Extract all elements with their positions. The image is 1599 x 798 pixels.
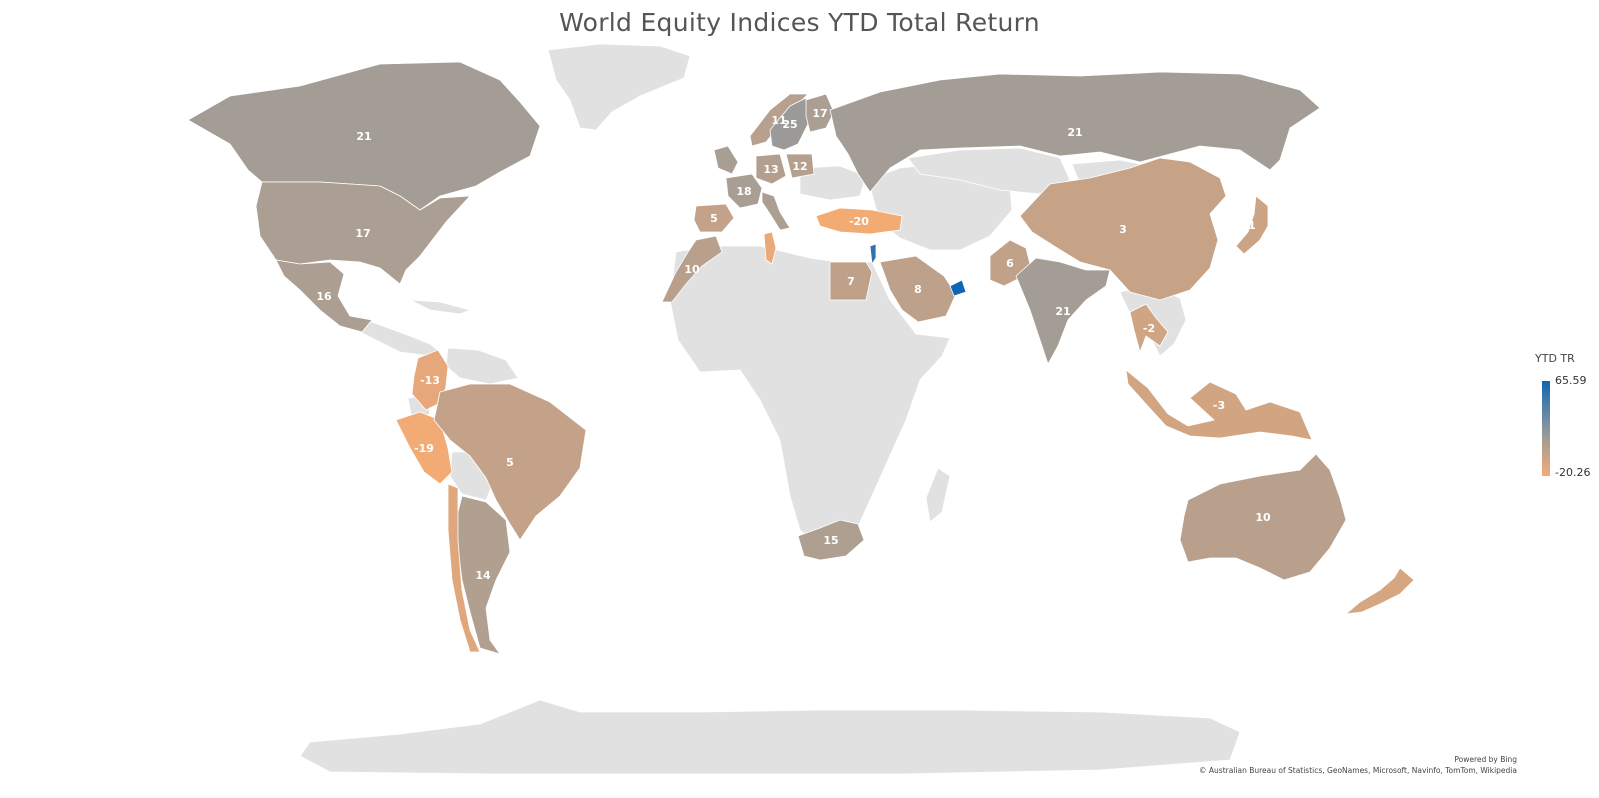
- value-label: 5: [710, 212, 718, 225]
- region-united-kingdom[interactable]: [713, 145, 739, 175]
- region-peru[interactable]: [395, 411, 453, 485]
- value-label: -3: [1213, 399, 1225, 412]
- value-label: 21: [356, 130, 371, 143]
- region-thailand[interactable]: [1129, 303, 1169, 354]
- region-germany[interactable]: [755, 153, 787, 185]
- region-russia[interactable]: [829, 71, 1321, 193]
- region-china[interactable]: [1019, 157, 1227, 301]
- value-label: 13: [763, 163, 778, 176]
- value-label: -20: [849, 215, 869, 228]
- value-label: 14: [475, 569, 491, 582]
- value-label: 17: [355, 227, 370, 240]
- region-poland[interactable]: [785, 153, 815, 179]
- region-united-arab-emirates[interactable]: [949, 279, 967, 297]
- region-japan[interactable]: [1235, 195, 1269, 255]
- map-title: World Equity Indices YTD Total Return: [559, 8, 1040, 37]
- legend-max-label: 65.59: [1555, 374, 1587, 387]
- venezuela-shape: [445, 347, 519, 385]
- region-south-africa[interactable]: [797, 519, 865, 561]
- value-label: 6: [1006, 257, 1014, 270]
- eastern-europe-shape: [799, 165, 867, 201]
- region-australia[interactable]: [1179, 453, 1347, 581]
- region-finland[interactable]: [805, 93, 835, 133]
- region-morocco[interactable]: [661, 235, 723, 303]
- value-label: 7: [847, 275, 855, 288]
- value-label: 16: [316, 290, 332, 303]
- value-label: 15: [823, 534, 838, 547]
- map-credits: Powered by Bing © Australian Bureau of S…: [1199, 754, 1517, 776]
- greenland-shape: [547, 43, 691, 131]
- region-turkey[interactable]: [815, 207, 903, 235]
- value-label: -19: [414, 442, 434, 455]
- data-sources-text: © Australian Bureau of Statistics, GeoNa…: [1199, 766, 1517, 775]
- legend-min-label: -20.26: [1555, 466, 1591, 479]
- region-tunisia[interactable]: [763, 231, 777, 265]
- powered-by-text: Powered by Bing: [1454, 755, 1517, 764]
- region-chile[interactable]: [447, 483, 481, 653]
- value-label: -13: [420, 374, 440, 387]
- region-spain[interactable]: [693, 203, 735, 233]
- value-label: 17: [812, 107, 827, 120]
- region-india[interactable]: [1015, 257, 1111, 365]
- value-label: 10: [684, 263, 700, 276]
- value-label: 18: [736, 185, 751, 198]
- region-new-zealand[interactable]: [1344, 567, 1415, 615]
- caribbean-shape: [409, 299, 472, 315]
- region-brazil[interactable]: [433, 383, 587, 541]
- value-label: 21: [1055, 305, 1070, 318]
- region-italy[interactable]: [761, 191, 791, 231]
- region-mexico[interactable]: [275, 259, 373, 333]
- region-france[interactable]: [725, 173, 763, 209]
- value-label: 11: [771, 114, 786, 127]
- antarctica-shape: [299, 699, 1241, 775]
- value-label: 3: [1119, 223, 1127, 236]
- region-saudi-arabia[interactable]: [879, 255, 957, 323]
- value-label: 8: [914, 283, 922, 296]
- background-land: [299, 43, 1241, 775]
- value-label: 1: [1248, 219, 1256, 232]
- value-label: 5: [506, 456, 514, 469]
- value-label: 12: [792, 160, 807, 173]
- region-israel[interactable]: [869, 243, 877, 266]
- country-regions[interactable]: [187, 61, 1415, 655]
- legend-color-scale: [1542, 381, 1550, 476]
- value-label: 21: [1067, 126, 1082, 139]
- region-egypt[interactable]: [829, 261, 873, 301]
- legend-title: YTD TR: [1535, 352, 1575, 365]
- value-label: 10: [1255, 511, 1271, 524]
- madagascar-shape: [925, 467, 951, 523]
- value-label: -2: [1143, 322, 1155, 335]
- region-sweden[interactable]: [769, 97, 811, 151]
- region-indonesia[interactable]: [1125, 369, 1313, 441]
- value-label: 25: [782, 118, 797, 131]
